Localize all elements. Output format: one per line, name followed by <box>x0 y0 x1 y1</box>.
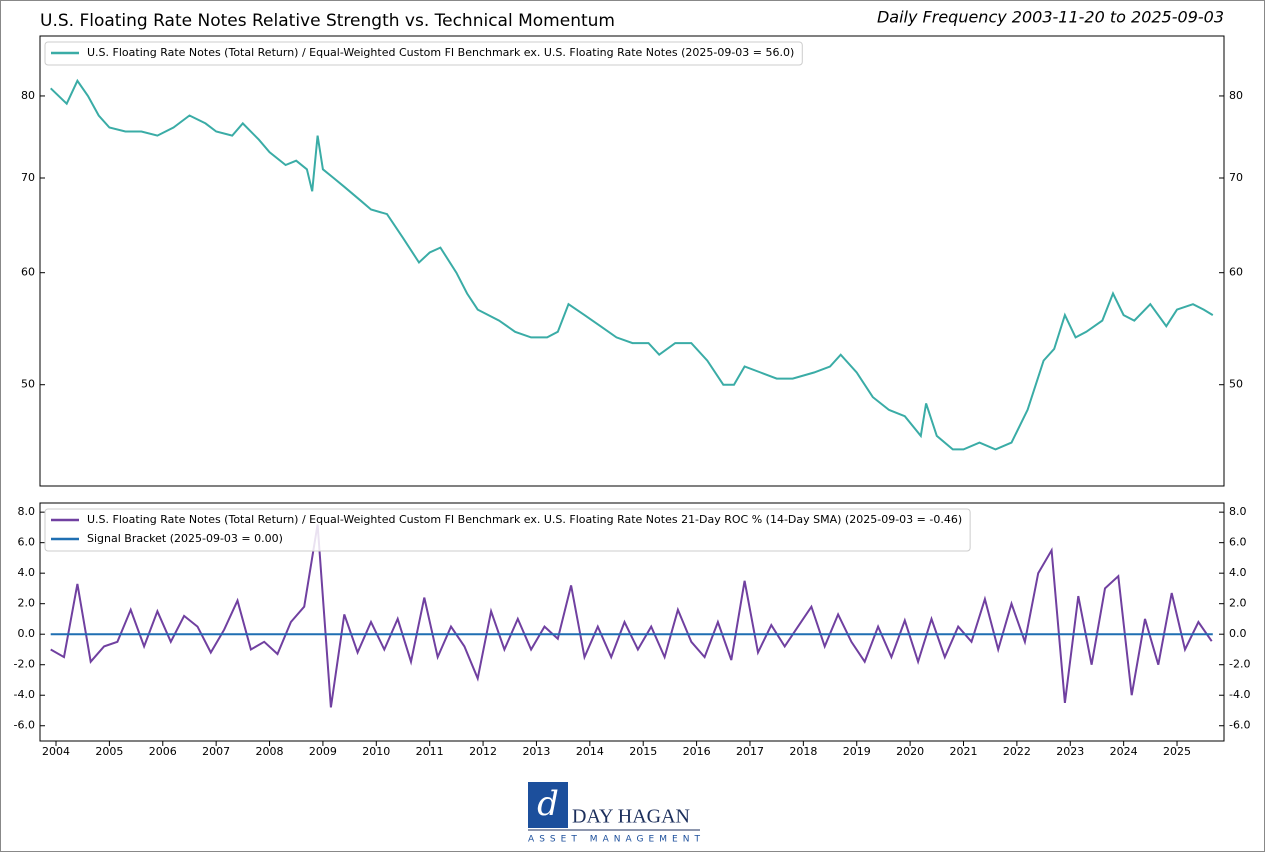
x-tick-label: 2004 <box>42 745 70 758</box>
x-tick-label: 2014 <box>576 745 604 758</box>
y-tick-label: -4.0 <box>1229 688 1250 701</box>
y-tick-label: 0.0 <box>18 627 36 640</box>
logo-glyph: d <box>537 784 559 824</box>
series-line <box>50 78 1214 451</box>
x-tick-label: 2022 <box>1003 745 1031 758</box>
y-tick-label: 6.0 <box>18 536 36 549</box>
x-tick-label: 2011 <box>416 745 444 758</box>
y-tick-label: 50 <box>21 378 35 391</box>
y-tick-label: 80 <box>1229 89 1243 102</box>
x-tick-label: 2021 <box>949 745 977 758</box>
x-tick-label: 2013 <box>522 745 550 758</box>
legend-box <box>44 41 803 66</box>
x-tick-label: 2007 <box>202 745 230 758</box>
legend-box <box>44 508 971 552</box>
y-tick-label: -2.0 <box>1229 658 1250 671</box>
x-tick-label: 2009 <box>309 745 337 758</box>
legend-label: U.S. Floating Rate Notes (Total Return) … <box>87 46 794 59</box>
logo-name: DAY HAGAN <box>572 806 690 828</box>
legend: U.S. Floating Rate Notes (Total Return) … <box>44 508 971 552</box>
x-tick-label: 2016 <box>683 745 711 758</box>
logo-tagline: ASSET MANAGEMENT <box>528 835 701 845</box>
x-tick-label: 2012 <box>469 745 497 758</box>
legend-label: U.S. Floating Rate Notes (Total Return) … <box>87 513 962 526</box>
y-tick-label: 4.0 <box>18 566 36 579</box>
x-tick-label: 2025 <box>1163 745 1191 758</box>
x-tick-label: 2020 <box>896 745 924 758</box>
series-line <box>50 524 1213 708</box>
x-tick-label: 2019 <box>843 745 871 758</box>
legend: U.S. Floating Rate Notes (Total Return) … <box>44 41 803 66</box>
x-tick-label: 2015 <box>629 745 657 758</box>
x-tick-label: 2010 <box>362 745 390 758</box>
y-tick-label: -6.0 <box>14 719 35 732</box>
y-tick-label: 70 <box>1229 171 1243 184</box>
chart-subtitle: Daily Frequency 2003-11-20 to 2025-09-03 <box>877 8 1224 27</box>
logo: d DAY HAGAN ASSET MANAGEMENT <box>528 782 701 845</box>
y-tick-label: 0.0 <box>1229 627 1247 640</box>
logo-mark <box>528 782 568 828</box>
y-tick-label: 8.0 <box>18 505 36 518</box>
y-tick-label: -2.0 <box>14 658 35 671</box>
chart-title: U.S. Floating Rate Notes Relative Streng… <box>40 11 615 31</box>
y-tick-label: 2.0 <box>1229 597 1247 610</box>
y-tick-label: 6.0 <box>1229 536 1247 549</box>
y-tick-label: 60 <box>21 266 35 279</box>
x-tick-label: 2023 <box>1056 745 1084 758</box>
x-tick-label: 2005 <box>95 745 123 758</box>
y-tick-label: 80 <box>21 89 35 102</box>
y-tick-label: 2.0 <box>18 597 36 610</box>
plot-frame <box>39 502 1225 742</box>
y-tick-label: -4.0 <box>14 688 35 701</box>
y-tick-label: -6.0 <box>1229 719 1250 732</box>
x-tick-label: 2006 <box>149 745 177 758</box>
x-tick-label: 2017 <box>736 745 764 758</box>
x-tick-label: 2024 <box>1110 745 1138 758</box>
y-tick-label: 8.0 <box>1229 505 1247 518</box>
y-tick-label: 4.0 <box>1229 566 1247 579</box>
y-tick-label: 50 <box>1229 378 1243 391</box>
legend-label: Signal Bracket (2025-09-03 = 0.00) <box>87 532 283 545</box>
y-tick-label: 60 <box>1229 266 1243 279</box>
x-tick-label: 2018 <box>789 745 817 758</box>
y-tick-label: 70 <box>21 171 35 184</box>
plot-frame <box>39 35 1225 487</box>
x-tick-label: 2008 <box>256 745 284 758</box>
